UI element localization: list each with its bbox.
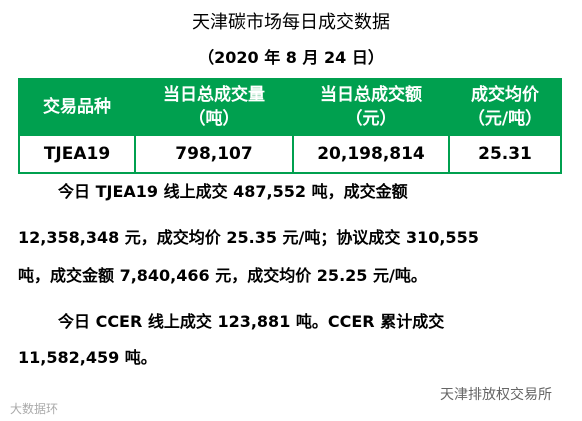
title: 天津碳市场每日成交数据 bbox=[192, 12, 390, 33]
text-line: 吨，成交金额 7,840,466 元，成交均价 25.25 元/吨。 bbox=[18, 266, 427, 285]
cell: 798,107 bbox=[134, 134, 294, 174]
header-cell: 交易品种 bbox=[18, 78, 136, 136]
header-row: 交易品种 当日总成交量 （吨） 当日总成交额 （元） 成交均价 （元/吨） bbox=[18, 78, 562, 136]
date: （2020 年 8 月 24 日） bbox=[198, 48, 384, 67]
header-text: （元/吨） bbox=[467, 109, 543, 129]
cell: 20,198,814 bbox=[292, 134, 450, 174]
header-text: （元） bbox=[345, 109, 397, 129]
text-line: 今日 TJEA19 线上成交 487,552 吨，成交金额 bbox=[58, 182, 408, 201]
header-cell: 成交均价 （元/吨） bbox=[448, 78, 562, 136]
data-row: TJEA19 798,107 20,198,814 25.31 bbox=[18, 134, 562, 174]
watermark: 天津排放权交易所 bbox=[440, 387, 552, 403]
header-text: 成交均价 bbox=[471, 85, 539, 105]
watermark: 大数据环 bbox=[10, 402, 59, 416]
text-line: 今日 CCER 线上成交 123,881 吨。CCER 累计成交 bbox=[58, 312, 445, 331]
header-cell: 当日总成交量 （吨） bbox=[134, 78, 294, 136]
header-text: 当日总成交量 bbox=[163, 85, 265, 105]
cell: TJEA19 bbox=[18, 134, 136, 174]
header-text: 交易品种 bbox=[43, 97, 111, 117]
cell: 25.31 bbox=[448, 134, 562, 174]
header-text: （吨） bbox=[188, 109, 240, 129]
table: 交易品种 当日总成交量 （吨） 当日总成交额 （元） 成交均价 （元/吨） TJEA19 79… bbox=[18, 78, 562, 174]
text-line: 12,358,348 元，成交均价 25.35 元/吨；协议成交 310,555 bbox=[18, 228, 479, 247]
header-cell: 当日总成交额 （元） bbox=[292, 78, 450, 136]
header-text: 当日总成交额 bbox=[320, 85, 422, 105]
text-line: 11,582,459 吨。 bbox=[18, 348, 157, 367]
